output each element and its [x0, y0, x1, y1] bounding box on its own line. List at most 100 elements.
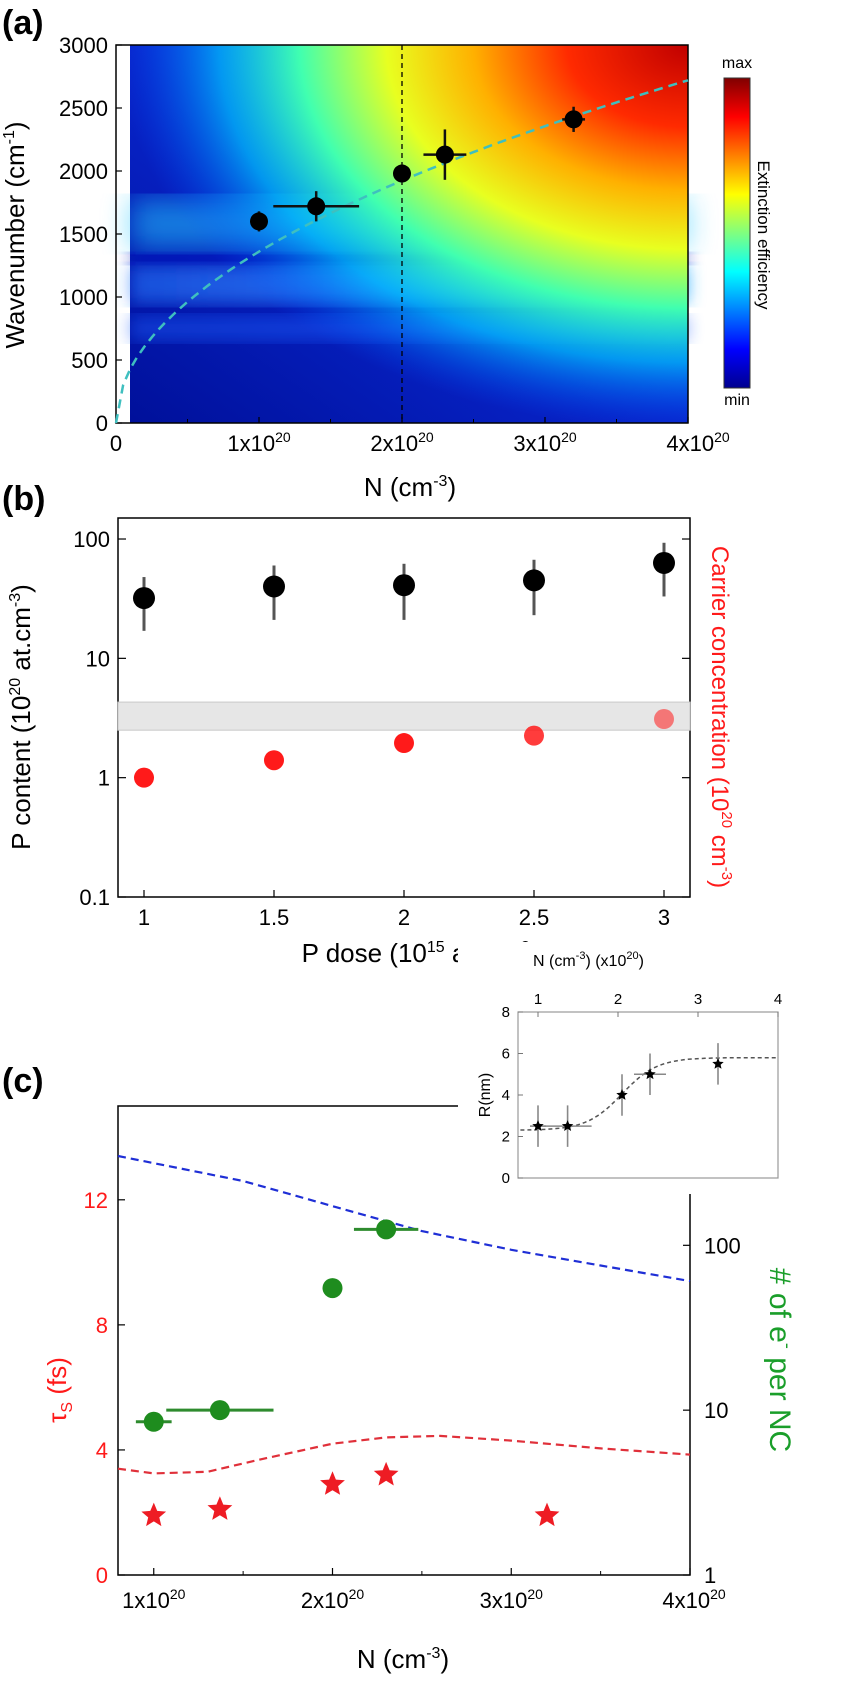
- panel-b-marks: [117, 542, 691, 788]
- inset-point: [543, 1105, 592, 1147]
- x-tick-label-b: 2: [398, 905, 410, 930]
- inset-x-axis-label: N (cm-3) (x1020): [533, 950, 644, 970]
- colorbar-min-label: min: [724, 392, 750, 409]
- panel-c: (c) 1x1020 2x1020 3x1020 4x102004812110100 …: [2, 942, 798, 1674]
- y-tick-label-b: 0.1: [79, 885, 110, 910]
- x-tick-label-c: 3x1020: [480, 1586, 544, 1613]
- inset-point: [616, 1074, 628, 1116]
- x-tick-label-b: 2.5: [519, 905, 550, 930]
- y-tick-label-c-right: 100: [704, 1233, 741, 1258]
- panel-a-marks: [114, 45, 689, 424]
- p-content-point: [393, 563, 415, 620]
- electron-point: [166, 1400, 274, 1421]
- y-tick-label-a: 0: [96, 411, 108, 436]
- point-marker: [523, 569, 545, 592]
- y-tick-label-c-right: 1: [704, 1563, 716, 1588]
- panel-a-axes: 0 1x1020 2x1020 3x1020 4x1020 0 500 1000 1500 200…: [59, 33, 730, 456]
- carrier-point: [394, 733, 414, 754]
- x-tick-label-b: 3: [658, 905, 670, 930]
- plot-frame-c: [117, 1105, 691, 1576]
- inset-y-tick-label: 6: [502, 1046, 510, 1063]
- y-tick-label-c-left: 0: [96, 1563, 108, 1588]
- electron-point: [353, 1219, 419, 1240]
- tau-star: [373, 1461, 399, 1486]
- colorbar-label: Extinction efficiency: [754, 161, 773, 310]
- x-tick-label-c: 4x1020: [662, 1586, 726, 1613]
- p-content-point: [523, 559, 545, 616]
- point-marker: [393, 574, 415, 597]
- y-tick-label-c-left: 12: [84, 1188, 108, 1213]
- x-tick-label-b: 1.5: [259, 905, 290, 930]
- y-tick-label-b: 10: [86, 646, 110, 671]
- p-content-point: [133, 577, 155, 631]
- point-marker: [564, 110, 583, 129]
- x-tick-label-a: 3x1020: [513, 429, 577, 456]
- y-axis-label-a: Wavenumber (cm-1): [0, 121, 30, 348]
- point-marker: [653, 551, 675, 574]
- y-tick-label-a: 1500: [59, 222, 108, 247]
- y-axis-label-c-left: τS (fs): [42, 1357, 76, 1423]
- inset-y-axis-label: R(nm): [477, 1073, 494, 1117]
- tau-star: [534, 1502, 560, 1527]
- red-dashed-curve: [117, 1434, 691, 1475]
- colorbar-max-label: max: [722, 55, 752, 72]
- y-tick-label-c-left: 8: [96, 1313, 108, 1338]
- inset-point: [712, 1043, 724, 1085]
- y-tick-label-b: 100: [73, 527, 110, 552]
- tau-star: [320, 1471, 345, 1495]
- data-point-a: [562, 106, 586, 132]
- inset-point: [530, 1105, 546, 1147]
- panel-c-marks: [117, 1154, 691, 1527]
- electron-point: [322, 1278, 343, 1299]
- x-tick-label-a: 1x1020: [227, 429, 291, 456]
- inset-y-tick-label: 0: [502, 1170, 510, 1187]
- inset: 1 2 3 4 0 2 4 6 8 N (cm-3) (x1020) R(nm): [458, 942, 798, 1194]
- carrier-point: [264, 750, 284, 771]
- inset-x-tick-label: 2: [614, 991, 622, 1008]
- point-marker: [143, 1411, 164, 1432]
- point-marker: [263, 575, 285, 598]
- p-content-point: [263, 565, 285, 620]
- inset-y-tick-label: 4: [502, 1087, 510, 1104]
- y-tick-label-a: 2500: [59, 96, 108, 121]
- x-tick-label-c: 1x1020: [122, 1586, 186, 1613]
- y-axis-label-c-right: # of e- per NC: [763, 1268, 798, 1452]
- y-axis-label-b-left: P content (1020 at.cm-3): [6, 584, 36, 850]
- y-tick-label-c-right: 10: [704, 1398, 728, 1423]
- inset-x-tick-label: 4: [774, 991, 782, 1008]
- point-marker: [376, 1219, 397, 1240]
- inset-y-tick-label: 2: [502, 1129, 510, 1146]
- x-tick-label-a: 4x1020: [666, 429, 730, 456]
- y-tick-label-a: 1000: [59, 285, 108, 310]
- inset-star: [712, 1057, 724, 1069]
- tau-star: [141, 1502, 167, 1527]
- electron-point: [135, 1411, 172, 1432]
- point-marker: [209, 1400, 230, 1421]
- y-tick-label-a: 3000: [59, 33, 108, 58]
- x-tick-label-c: 2x1020: [301, 1586, 365, 1613]
- panel-a-label: (a): [2, 4, 44, 42]
- data-point-a: [273, 191, 360, 222]
- carrier-point: [134, 767, 154, 788]
- inset-star: [532, 1120, 544, 1131]
- point-marker: [322, 1278, 343, 1299]
- data-point-a: [393, 164, 411, 183]
- panel-c-axes: 1x1020 2x1020 3x1020 4x1020 0 4 8 12 1 10 100: [84, 1105, 741, 1613]
- inset-y-tick-label: 8: [502, 1004, 510, 1021]
- point-marker: [250, 212, 268, 231]
- panel-b-label: (b): [2, 480, 45, 518]
- data-point-a: [423, 129, 467, 180]
- y-tick-label-a: 2000: [59, 159, 108, 184]
- x-tick-label-a: 2x1020: [370, 429, 434, 456]
- y-tick-label-a: 500: [71, 348, 108, 373]
- inset-x-tick-label: 3: [694, 991, 702, 1008]
- x-tick-label-b: 1: [138, 905, 150, 930]
- inset-star: [561, 1120, 574, 1131]
- x-tick-label-a: 0: [110, 431, 122, 456]
- carrier-point: [654, 709, 674, 730]
- heatmap-hotspot: [130, 45, 688, 423]
- point-marker: [393, 164, 411, 183]
- p-content-point: [653, 542, 675, 597]
